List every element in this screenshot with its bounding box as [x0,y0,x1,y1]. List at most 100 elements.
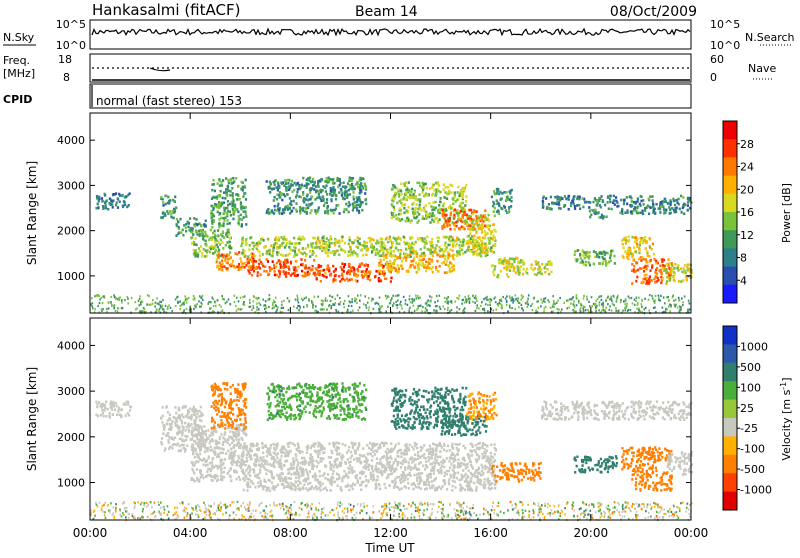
scatter-cell [538,502,540,504]
station-title: Hankasalmi (fitACF) [92,1,240,19]
echo-cell [669,263,671,266]
echo-cell [381,264,383,267]
echo-cell [419,185,421,188]
scatter-cell [591,305,593,307]
echo-cell [122,204,124,207]
scatter-cell [112,514,114,516]
scatter-cell [552,513,554,515]
echo-cell [509,190,511,193]
freq-label-line2: [MHz] [3,67,35,80]
echo-cell [667,276,669,279]
echo-cell [416,256,418,259]
scatter-cell [191,513,193,515]
echo-cell [262,253,264,256]
scatter-cell [218,507,220,509]
echo-cell [444,244,446,247]
echo-cell [648,282,650,285]
echo-cell [500,207,502,210]
echo-cell [648,278,650,281]
echo-cell [230,247,232,250]
echo-cell [613,200,615,203]
echo-cell [444,196,446,199]
echo-cell [251,274,253,277]
echo-cell [412,212,414,215]
scatter-cell [121,299,123,301]
scatter-cell [631,297,633,299]
echo-cell [361,274,363,277]
echo-cell [396,238,398,241]
scatter-cell [199,295,201,297]
echo-cell [331,200,333,203]
echo-cell [316,197,318,200]
scatter-cell [466,301,468,303]
scatter-cell [193,308,195,310]
echo-cell [485,255,487,258]
scatter-cell [325,297,327,299]
scatter-cell [94,515,96,517]
scatter-cell [234,295,236,297]
echo-cell [484,237,486,240]
scatter-cell [390,302,392,304]
echo-cell [206,251,208,254]
echo-cell [623,203,625,206]
scatter-cell [418,297,420,299]
echo-cell [457,214,459,217]
echo-cell [574,250,576,253]
echo-cell [338,254,340,257]
scatter-cell [249,299,251,301]
echo-cell [394,192,396,195]
scatter-cell [625,298,627,300]
scatter-cell [635,300,637,302]
scatter-cell [325,514,327,516]
echo-cell [193,241,195,244]
echo-cell [242,186,244,189]
echo-cell [400,190,402,193]
echo-cell [429,241,431,244]
scatter-cell [688,509,690,511]
scatter-cell [389,509,391,511]
scatter-cell [162,308,164,310]
scatter-cell [229,514,231,516]
echo-cell [516,257,518,260]
scatter-cell [458,510,460,512]
echo-cell [266,252,268,255]
echo-cell [310,181,312,184]
echo-cell [331,195,333,198]
scatter-cell [146,506,148,508]
echo-cell [476,210,478,213]
echo-cell [341,240,343,243]
scatter-cell [682,304,684,306]
echo-cell [369,279,371,282]
echo-cell [492,224,494,227]
scatter-cell [528,304,530,306]
echo-cell [439,201,441,204]
echo-cell [196,231,198,234]
echo-cell [637,212,639,215]
echo-cell [185,223,187,226]
scatter-cell [186,298,188,300]
scatter-cell [183,309,185,311]
echo-cell [687,197,689,200]
scatter-cell [217,505,219,507]
echo-cell [506,264,508,267]
scatter-cell [337,501,339,503]
scatter-cell [537,513,539,515]
scatter-cell [326,309,328,311]
echo-cell [111,200,113,203]
scatter-cell [643,308,645,310]
scatter-cell [400,301,402,303]
echo-cell [571,200,573,203]
scatter-cell [464,296,466,298]
echo-cell [243,216,245,219]
echo-cell [603,251,605,254]
scatter-cell [225,302,227,304]
echo-cell [276,251,278,254]
scatter-cell [235,514,237,516]
echo-cell [448,220,450,223]
echo-cell [459,247,461,250]
echo-cell [418,182,420,185]
scatter-cell [673,516,675,518]
echo-cell [371,251,373,254]
scatter-cell [92,307,94,309]
